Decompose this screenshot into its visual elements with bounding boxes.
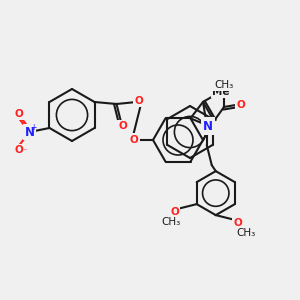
- Text: O: O: [118, 121, 127, 131]
- Text: Me: Me: [212, 87, 230, 97]
- Text: O: O: [233, 218, 242, 228]
- Text: O: O: [14, 109, 23, 119]
- Text: O: O: [237, 100, 245, 110]
- Text: CH₃: CH₃: [236, 228, 255, 238]
- Text: O: O: [14, 145, 23, 155]
- Text: N: N: [25, 125, 34, 139]
- Text: ⁻: ⁻: [22, 148, 27, 157]
- Text: O: O: [130, 135, 138, 145]
- Text: +: +: [30, 124, 37, 133]
- Text: CH₃: CH₃: [161, 217, 180, 227]
- Text: N: N: [203, 120, 213, 133]
- Text: O: O: [134, 96, 143, 106]
- Text: O: O: [170, 207, 179, 217]
- Text: CH₃: CH₃: [214, 80, 234, 90]
